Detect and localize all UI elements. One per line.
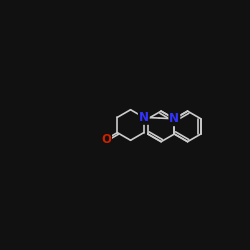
Text: N: N — [139, 111, 149, 124]
Text: N: N — [169, 112, 179, 125]
Text: O: O — [101, 133, 111, 146]
